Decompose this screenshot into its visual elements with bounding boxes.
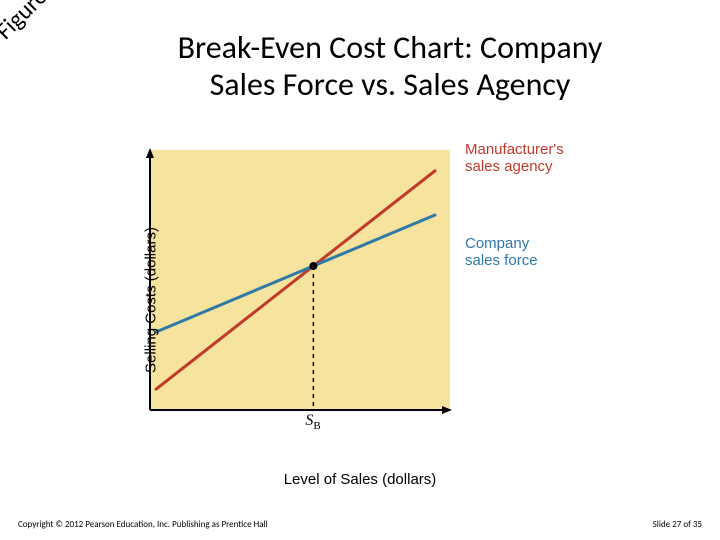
title-line-2: Sales Force vs. Sales Agency xyxy=(210,65,571,104)
slide-number: Slide 27 of 35 xyxy=(653,519,702,530)
chart-svg xyxy=(110,140,610,460)
sb-label: SB xyxy=(305,412,320,432)
series-label-company: Companysales force xyxy=(465,236,538,269)
sb-sub: B xyxy=(313,420,320,432)
x-axis-label: Level of Sales (dollars) xyxy=(110,471,610,488)
y-axis-label: Selling Costs (dollars) xyxy=(142,227,159,373)
title-line-1: Break-Even Cost Chart: Company xyxy=(178,28,603,67)
page-title: Break-Even Cost Chart: Company Sales For… xyxy=(80,30,700,104)
figure-label: Figure 15.5 xyxy=(0,0,87,46)
footer: Copyright © 2012 Pearson Education, Inc.… xyxy=(18,519,702,530)
copyright: Copyright © 2012 Pearson Education, Inc.… xyxy=(18,519,268,530)
series-label-agency: Manufacturer'ssales agency xyxy=(465,142,564,175)
breakeven-chart: Selling Costs (dollars) Level of Sales (… xyxy=(110,140,610,460)
